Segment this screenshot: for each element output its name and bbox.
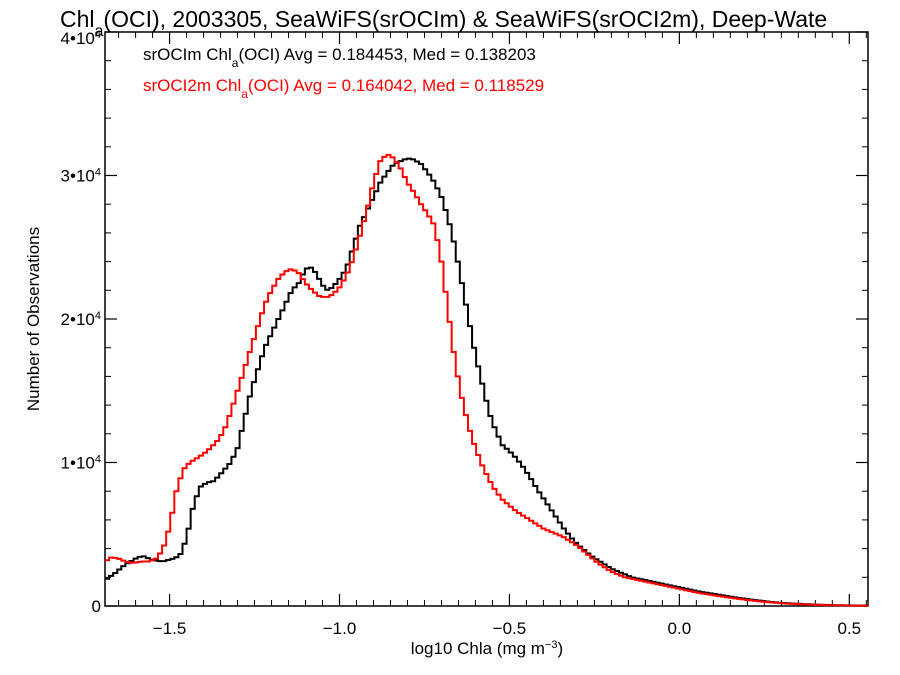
legend: srOCIm Chla(OCI) Avg = 0.184453, Med = 0… (143, 45, 544, 101)
y-axis-ticks: 0 1•104 2•104 3•104 4•104 (61, 29, 868, 616)
x-tick-label: 0.5 (837, 619, 861, 638)
series-line-2 (105, 153, 869, 607)
y-tick-label: 3•104 (61, 167, 101, 186)
y-tick-label: 1•104 (61, 454, 101, 473)
y-axis-label: Number of Observations (24, 227, 43, 411)
x-axis-ticks: −1.5 −1.0 −0.5 0.0 0.5 (118, 32, 867, 638)
x-axis-label: log10 Chla (mg m−3) (411, 639, 563, 658)
plot-frame (104, 31, 869, 607)
y-tick-label: 0 (92, 597, 101, 616)
x-tick-label: −1.0 (323, 619, 357, 638)
y-tick-label: 2•104 (61, 310, 101, 329)
y-tick-label: 4•104 (61, 29, 101, 48)
x-tick-label: −0.5 (493, 619, 527, 638)
series-line-1 (105, 157, 869, 607)
series-layer (105, 153, 869, 607)
chart-title: Chla(OCI), 2003305, SeaWiFS(srOCIm) & Se… (60, 6, 827, 40)
legend-entry-1: srOCIm Chla(OCI) Avg = 0.184453, Med = 0… (143, 45, 536, 70)
x-tick-label: 0.0 (668, 619, 692, 638)
legend-entry-2: srOCI2m Chla(OCI) Avg = 0.164042, Med = … (143, 76, 544, 101)
x-tick-label: −1.5 (153, 619, 187, 638)
